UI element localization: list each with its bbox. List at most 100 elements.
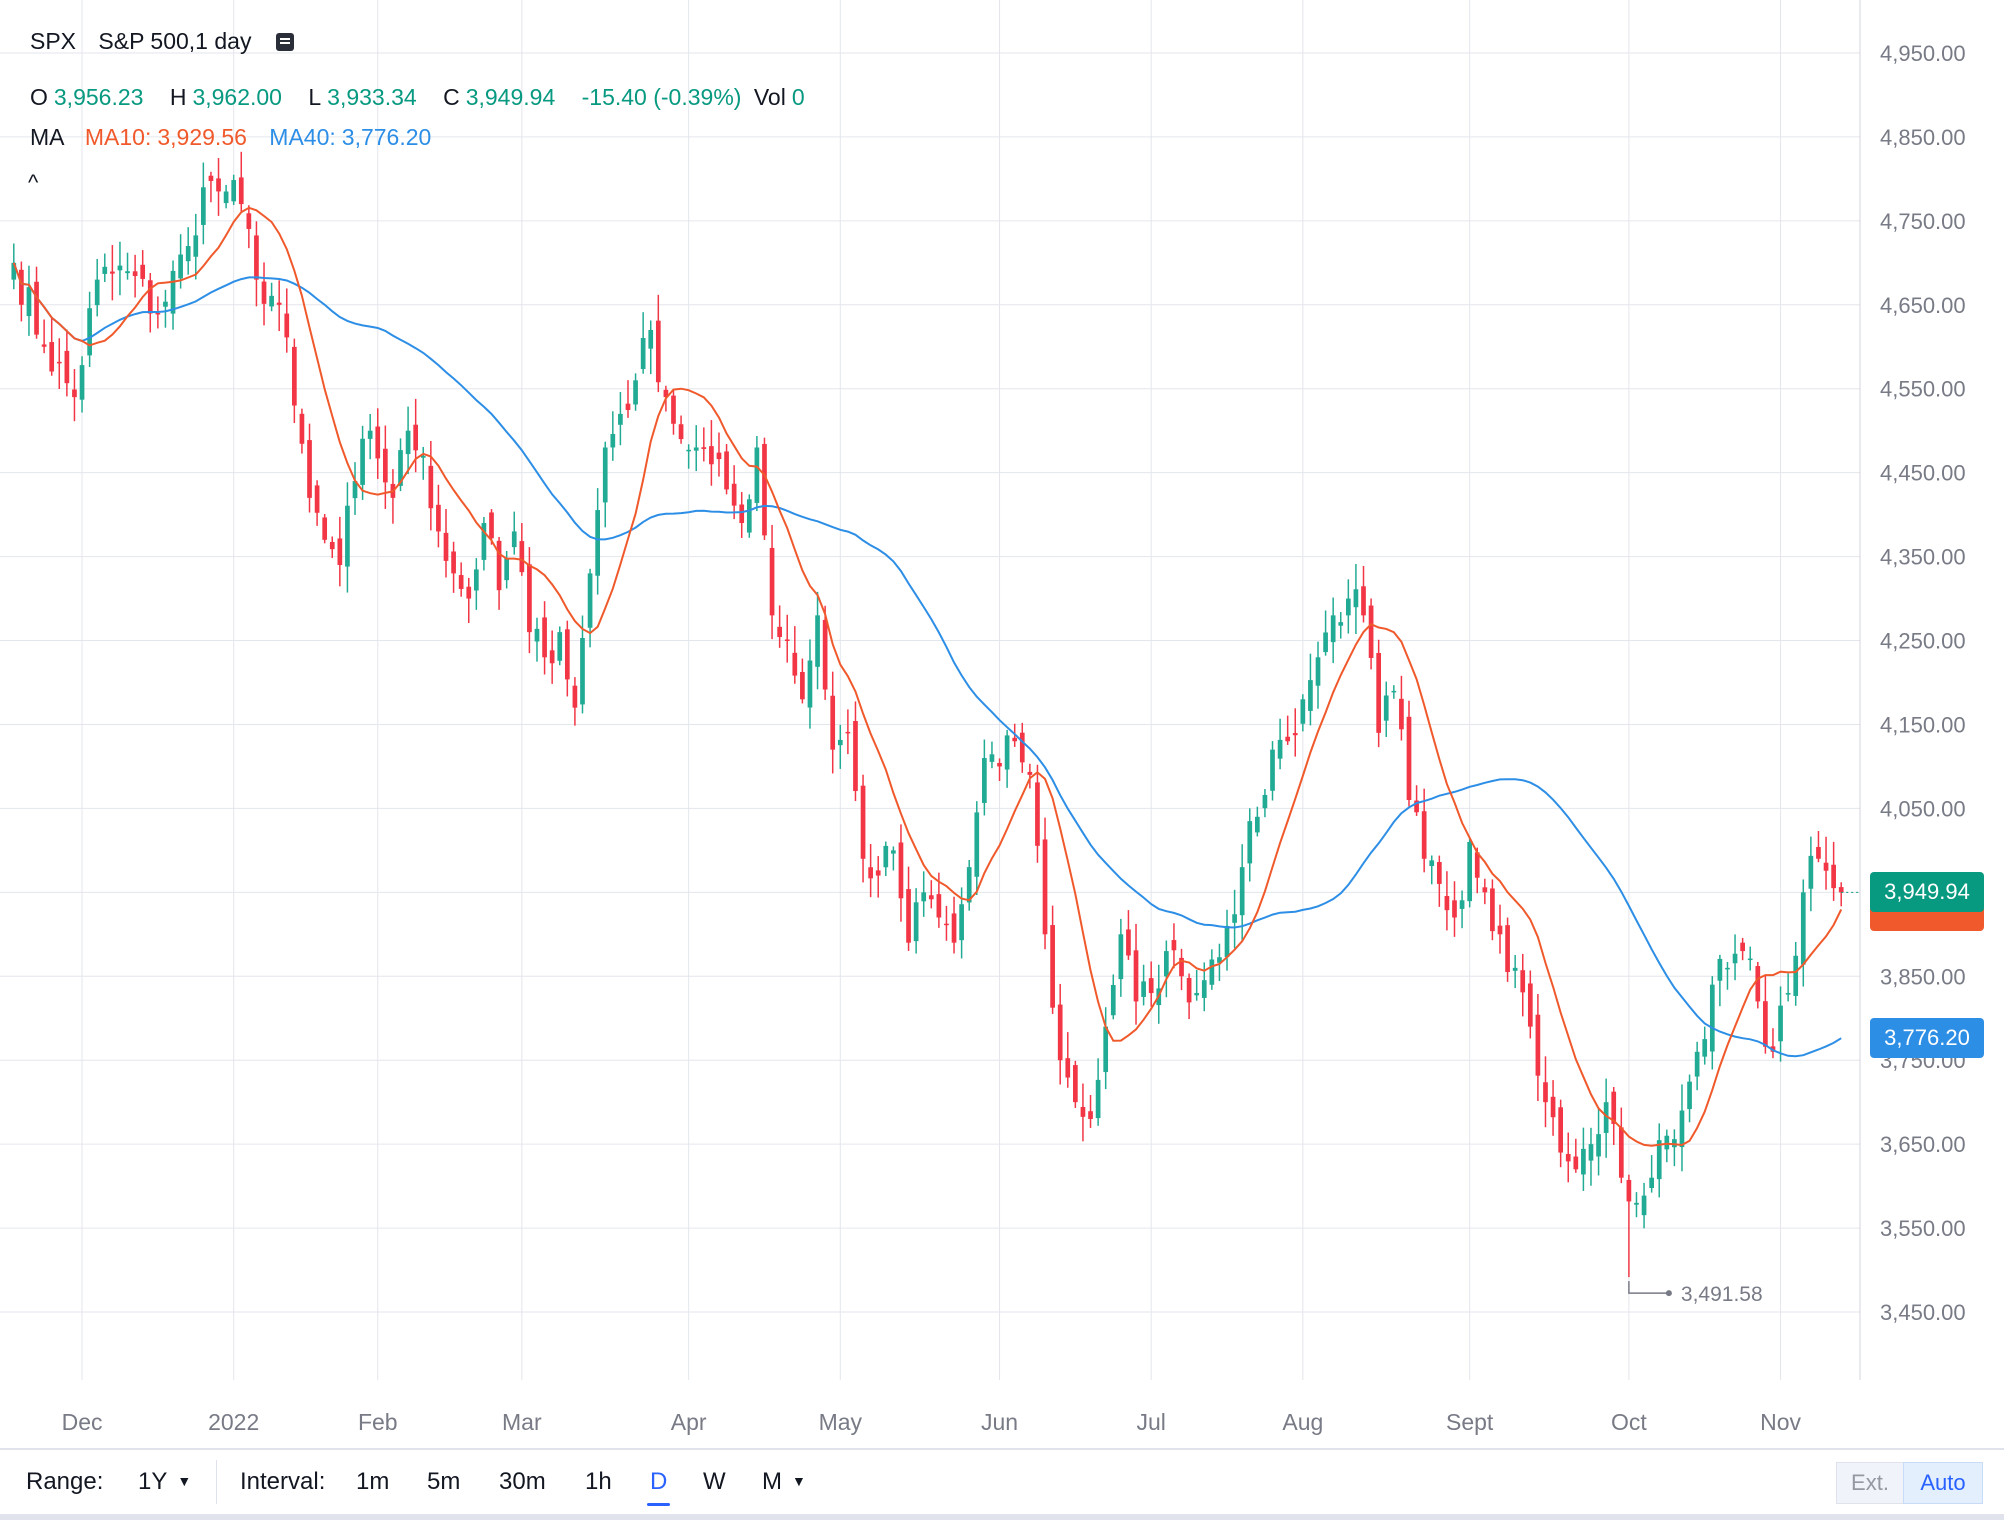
candle-body — [405, 430, 411, 455]
candle-body — [519, 541, 525, 573]
candle-body — [898, 842, 904, 899]
bottom-scrollbar[interactable] — [0, 1514, 2004, 1520]
candle-body — [610, 433, 616, 448]
candle-body — [989, 754, 995, 762]
y-tick-label: 4,850.00 — [1880, 125, 1966, 150]
candle-body — [1747, 958, 1753, 961]
x-tick-label: Nov — [1760, 1409, 1801, 1435]
candle-body — [34, 281, 39, 335]
candle-body — [830, 695, 836, 750]
candle-body — [845, 731, 851, 734]
y-tick-label: 4,150.00 — [1880, 712, 1966, 737]
candle-body — [458, 575, 464, 589]
candle-body — [352, 481, 358, 499]
candle-body — [367, 430, 373, 439]
candle-body — [693, 447, 699, 451]
candle-body — [322, 517, 328, 540]
range-dropdown[interactable]: 1Y ▼ — [138, 1468, 191, 1496]
interval-1m[interactable]: 1m — [356, 1468, 390, 1495]
price-chart[interactable]: 4,950.00 4,850.00 4,750.00 4,650.00 4,550.00… — [0, 0, 2004, 1448]
candle-body — [1717, 958, 1723, 981]
candle-body — [1262, 794, 1268, 809]
interval-w[interactable]: W — [703, 1468, 726, 1495]
auto-scale-button[interactable]: Auto — [1903, 1462, 1983, 1504]
symbol-ticker[interactable]: SPX — [30, 28, 77, 54]
ma-legend[interactable]: MA MA10: 3,929.56 MA40: 3,776.20 — [30, 124, 431, 151]
candle-body — [1391, 690, 1397, 693]
candle-body — [777, 626, 782, 638]
candle-body — [87, 308, 92, 356]
y-tick-label: 4,050.00 — [1880, 796, 1966, 821]
candle-body — [19, 269, 24, 305]
x-tick-label: Jul — [1136, 1409, 1165, 1435]
candle-body — [1603, 1102, 1609, 1133]
candle-body — [64, 350, 70, 384]
candle-body — [1270, 749, 1275, 791]
candle-body — [1019, 732, 1025, 763]
ma-indicator-label: MA — [30, 124, 65, 150]
candle-body — [587, 573, 593, 628]
candle-body — [337, 538, 343, 565]
ma40-price-tag: 3,776.20 — [1870, 1018, 1984, 1059]
candle-body — [1800, 892, 1806, 965]
candle-body — [11, 262, 17, 280]
candle-body — [860, 785, 866, 859]
candle-body — [1634, 1202, 1639, 1205]
candle-body — [618, 413, 623, 425]
candle-body — [1626, 1179, 1632, 1202]
candle-body — [580, 637, 585, 705]
candle-body — [868, 867, 873, 879]
candle-body — [1505, 925, 1510, 973]
candle-body — [1497, 925, 1503, 935]
open-label: O — [30, 84, 48, 110]
interval-m-dropdown[interactable]: M ▼ — [762, 1468, 806, 1496]
interval-1h[interactable]: 1h — [585, 1468, 612, 1495]
candle-body — [837, 739, 843, 746]
change-value: -15.40 (-0.39%) — [581, 84, 742, 110]
candle-body — [1194, 993, 1200, 996]
candle-body — [1793, 955, 1799, 996]
candle-body — [489, 512, 494, 539]
low-marker-label: 3,491.58 — [1681, 1283, 1763, 1306]
interval-5m[interactable]: 5m — [427, 1468, 461, 1495]
candle-body — [420, 455, 426, 458]
y-tick-label: 4,550.00 — [1880, 377, 1966, 402]
extended-hours-button[interactable]: Ext. — [1836, 1462, 1904, 1504]
candle-body — [1323, 632, 1328, 653]
y-tick-label: 4,650.00 — [1880, 293, 1966, 318]
details-icon[interactable] — [275, 33, 294, 51]
candle-body — [261, 281, 267, 304]
candle-body — [716, 452, 722, 460]
candle-body — [1694, 1051, 1700, 1077]
candle-body — [1164, 951, 1169, 977]
interval-m: M — [762, 1468, 782, 1495]
candle-body — [724, 451, 729, 490]
candle-body — [1527, 983, 1533, 1027]
candle-body — [1611, 1091, 1617, 1124]
interval-30m[interactable]: 30m — [499, 1468, 546, 1495]
low-label: L — [308, 84, 322, 110]
y-tick-label: 3,550.00 — [1880, 1216, 1966, 1241]
candle-body — [1436, 862, 1442, 884]
ma10-label: MA10: — [84, 124, 152, 150]
candle-body — [625, 403, 631, 411]
candle-body — [110, 271, 115, 274]
y-tick-label: 4,750.00 — [1880, 209, 1966, 234]
candle-body — [1558, 1107, 1564, 1153]
high-value: 3,962.00 — [192, 84, 282, 110]
candle-body — [678, 424, 684, 440]
candle-body — [800, 672, 805, 700]
candle-body — [382, 448, 388, 483]
y-tick-label: 4,450.00 — [1880, 461, 1966, 486]
collapse-legend-icon[interactable]: ^ — [28, 170, 39, 195]
candle-body — [314, 485, 320, 513]
candle-body — [1414, 800, 1419, 813]
candle-body — [140, 264, 146, 279]
interval-d[interactable]: D — [646, 1468, 671, 1506]
candle-body — [1596, 1134, 1601, 1157]
candle-body — [125, 271, 130, 274]
candle-body — [686, 449, 691, 452]
candle-body — [671, 395, 676, 424]
candle-body — [648, 329, 654, 349]
